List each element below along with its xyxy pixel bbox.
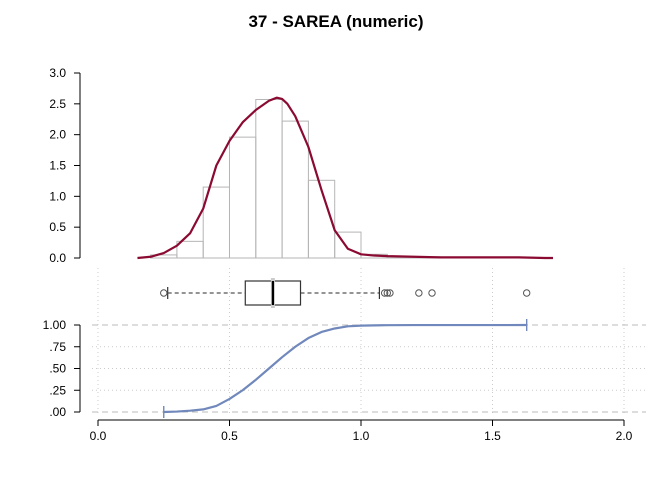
- boxplot-outlier: [380, 289, 389, 297]
- x-tick-label: 1.0: [353, 429, 370, 443]
- boxplot-outlier: [386, 289, 394, 297]
- hist-y-tick-label: 1.5: [49, 159, 66, 173]
- ecdf-y-tick-label: .25: [49, 383, 66, 397]
- boxplot-outlier: [428, 289, 436, 297]
- boxplot: [160, 278, 531, 308]
- boxplot-outlier: [522, 289, 531, 297]
- ecdf-plot: .00 .25 .50 .75 1.00: [43, 268, 646, 419]
- hist-y-tick-label: 3.0: [49, 66, 66, 80]
- histogram-bar: [229, 136, 257, 259]
- hist-y-tick-label: 0.5: [49, 220, 66, 234]
- ecdf-y-tick-label: .75: [49, 340, 66, 354]
- hist-y-tick-label: 2.0: [49, 128, 66, 142]
- boxplot-outlier: [383, 289, 391, 297]
- histogram-bar: [281, 120, 309, 259]
- x-tick-label: 1.5: [484, 429, 501, 443]
- boxplot-outlier: [415, 289, 423, 297]
- histogram-bar: [176, 240, 204, 259]
- x-tick-label: 0.5: [221, 429, 238, 443]
- histogram: 0.0 0.5 1.0 1.5 2.0 2.5 3.0: [49, 66, 553, 265]
- histogram-bar: [255, 99, 283, 259]
- x-tick-label: 2.0: [616, 429, 633, 443]
- hist-y-tick-label: 2.5: [49, 97, 66, 111]
- ecdf-y-tick-label: .00: [49, 405, 66, 419]
- histogram-bar: [334, 231, 362, 259]
- x-axis: 0.0 0.5 1.0 1.5 2.0: [90, 419, 633, 443]
- x-tick-label: 0.0: [90, 429, 107, 443]
- ecdf-curve: [163, 323, 527, 414]
- ecdf-y-tick-label: 1.00: [43, 318, 67, 332]
- ecdf-y-tick-label: .50: [49, 362, 66, 376]
- hist-y-tick-label: 1.0: [49, 189, 66, 203]
- chart-title: 37 - SAREA (numeric): [248, 12, 423, 31]
- hist-y-tick-label: 0.0: [49, 251, 66, 265]
- histogram-bar: [307, 179, 336, 259]
- density-curve: [137, 96, 553, 260]
- boxplot-outlier: [160, 289, 168, 297]
